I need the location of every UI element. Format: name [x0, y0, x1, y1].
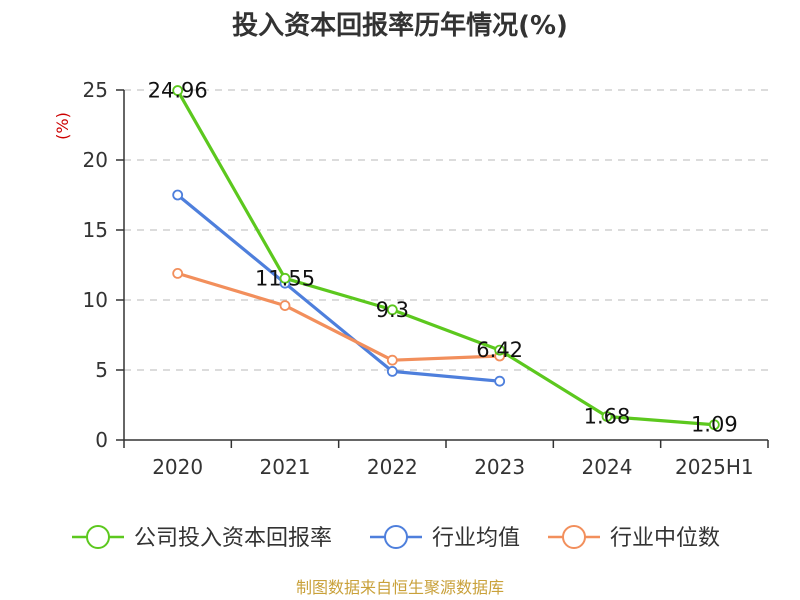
axes: 0 5 10 15 20 25 2020 2021 2022 2023 2024 2025H1	[83, 78, 769, 479]
data-point[interactable]	[172, 189, 184, 201]
series-line	[176, 193, 500, 383]
data-point[interactable]	[494, 375, 506, 387]
grid-lines	[124, 89, 768, 371]
x-tick-label: 2021	[260, 455, 311, 479]
data-point[interactable]	[172, 85, 184, 96]
x-tick-label: 2022	[367, 455, 418, 479]
y-tick-label: 5	[95, 358, 108, 382]
data-point[interactable]	[494, 344, 506, 356]
legend-marker	[86, 525, 110, 549]
legend-marker	[562, 525, 586, 549]
series	[172, 85, 720, 431]
x-tick-label: 2024	[582, 455, 633, 479]
data-label: 11.55	[255, 266, 315, 290]
chart-title: 投入资本回报率历年情况(%)	[232, 10, 568, 41]
data-labels: 24.96 11.55 9.3 6.42 1.68 1.09	[148, 79, 738, 437]
source-note: 制图数据来自恒生聚源数据库	[296, 578, 504, 597]
data-point[interactable]	[386, 365, 398, 377]
data-label: 9.3	[376, 298, 409, 322]
y-tick-label: 0	[95, 428, 108, 452]
legend-label: 公司投入资本回报率	[134, 526, 332, 551]
data-point[interactable]	[386, 304, 398, 316]
series-2	[172, 267, 506, 366]
data-point[interactable]	[279, 272, 291, 284]
y-tick-label: 20	[83, 148, 108, 172]
data-point[interactable]	[386, 354, 398, 366]
legend-marker	[384, 525, 408, 549]
data-point[interactable]	[172, 267, 184, 279]
data-label: 1.68	[584, 404, 631, 428]
y-tick-label: 15	[83, 218, 108, 242]
legend[interactable]: 公司投入资本回报率 行业均值 行业中位数	[72, 525, 720, 551]
x-tick-label: 2025H1	[675, 455, 754, 479]
y-tick-label: 10	[83, 288, 108, 312]
series-0	[172, 85, 720, 431]
data-point[interactable]	[601, 411, 613, 422]
x-tick-label: 2020	[152, 455, 203, 479]
data-point[interactable]	[279, 300, 291, 312]
series-line	[177, 271, 500, 362]
legend-item-2[interactable]: 行业中位数	[548, 525, 720, 551]
data-label: 24.96	[148, 79, 208, 103]
data-label: 6.42	[476, 338, 523, 362]
series-line	[176, 89, 715, 427]
legend-label: 行业中位数	[610, 526, 720, 551]
legend-label: 行业均值	[432, 526, 520, 551]
legend-item-0[interactable]: 公司投入资本回报率	[72, 525, 332, 551]
data-label: 1.09	[691, 413, 738, 437]
legend-item-1[interactable]: 行业均值	[370, 525, 520, 551]
x-tick-label: 2023	[474, 455, 525, 479]
data-point[interactable]	[708, 419, 720, 431]
y-tick-label: 25	[83, 78, 108, 102]
y-axis-label: (%)	[53, 112, 72, 140]
